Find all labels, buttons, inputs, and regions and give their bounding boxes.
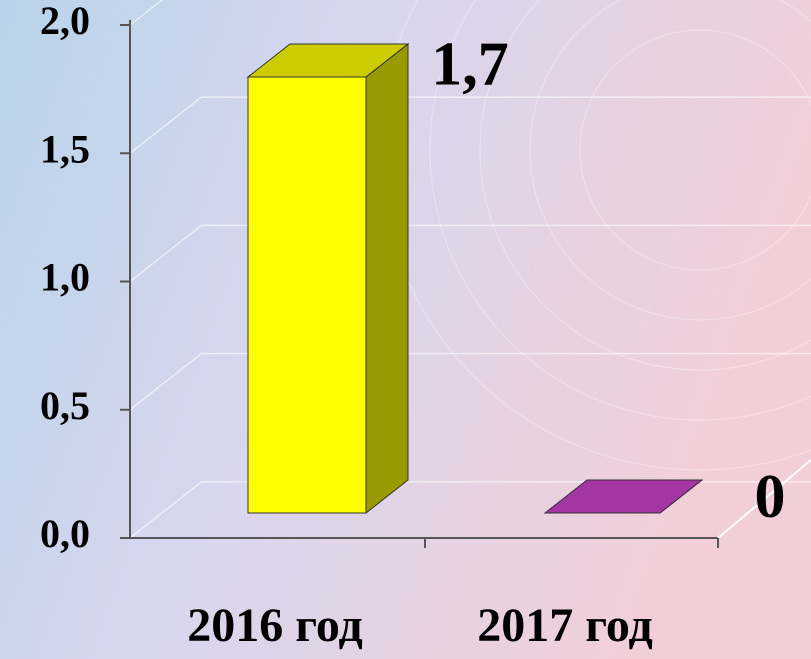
grid-line: [129, 352, 811, 411]
x-tick-label: 2016 год: [187, 599, 363, 652]
bar-side: [365, 42, 409, 515]
bar-top: [543, 479, 704, 514]
value-label: 1,7: [431, 31, 509, 99]
bar: [543, 479, 704, 514]
y-tick-label: 1,0: [40, 255, 90, 300]
grid-line: [129, 0, 164, 26]
floor-edge: [717, 459, 811, 539]
grid-line: [129, 96, 811, 154]
y-tick-label: 0,0: [40, 511, 90, 556]
y-tick-label: 2,0: [40, 0, 90, 43]
grid-line: [129, 224, 811, 283]
bar: [246, 42, 410, 515]
y-tick-label: 0,5: [40, 383, 90, 428]
x-tick-label: 2017 год: [477, 599, 653, 652]
value-label: 0: [755, 463, 786, 531]
y-tick-label: 1,5: [40, 126, 90, 171]
bar-top: [246, 43, 410, 78]
plot: [129, 0, 811, 539]
bar-front: [247, 76, 367, 514]
